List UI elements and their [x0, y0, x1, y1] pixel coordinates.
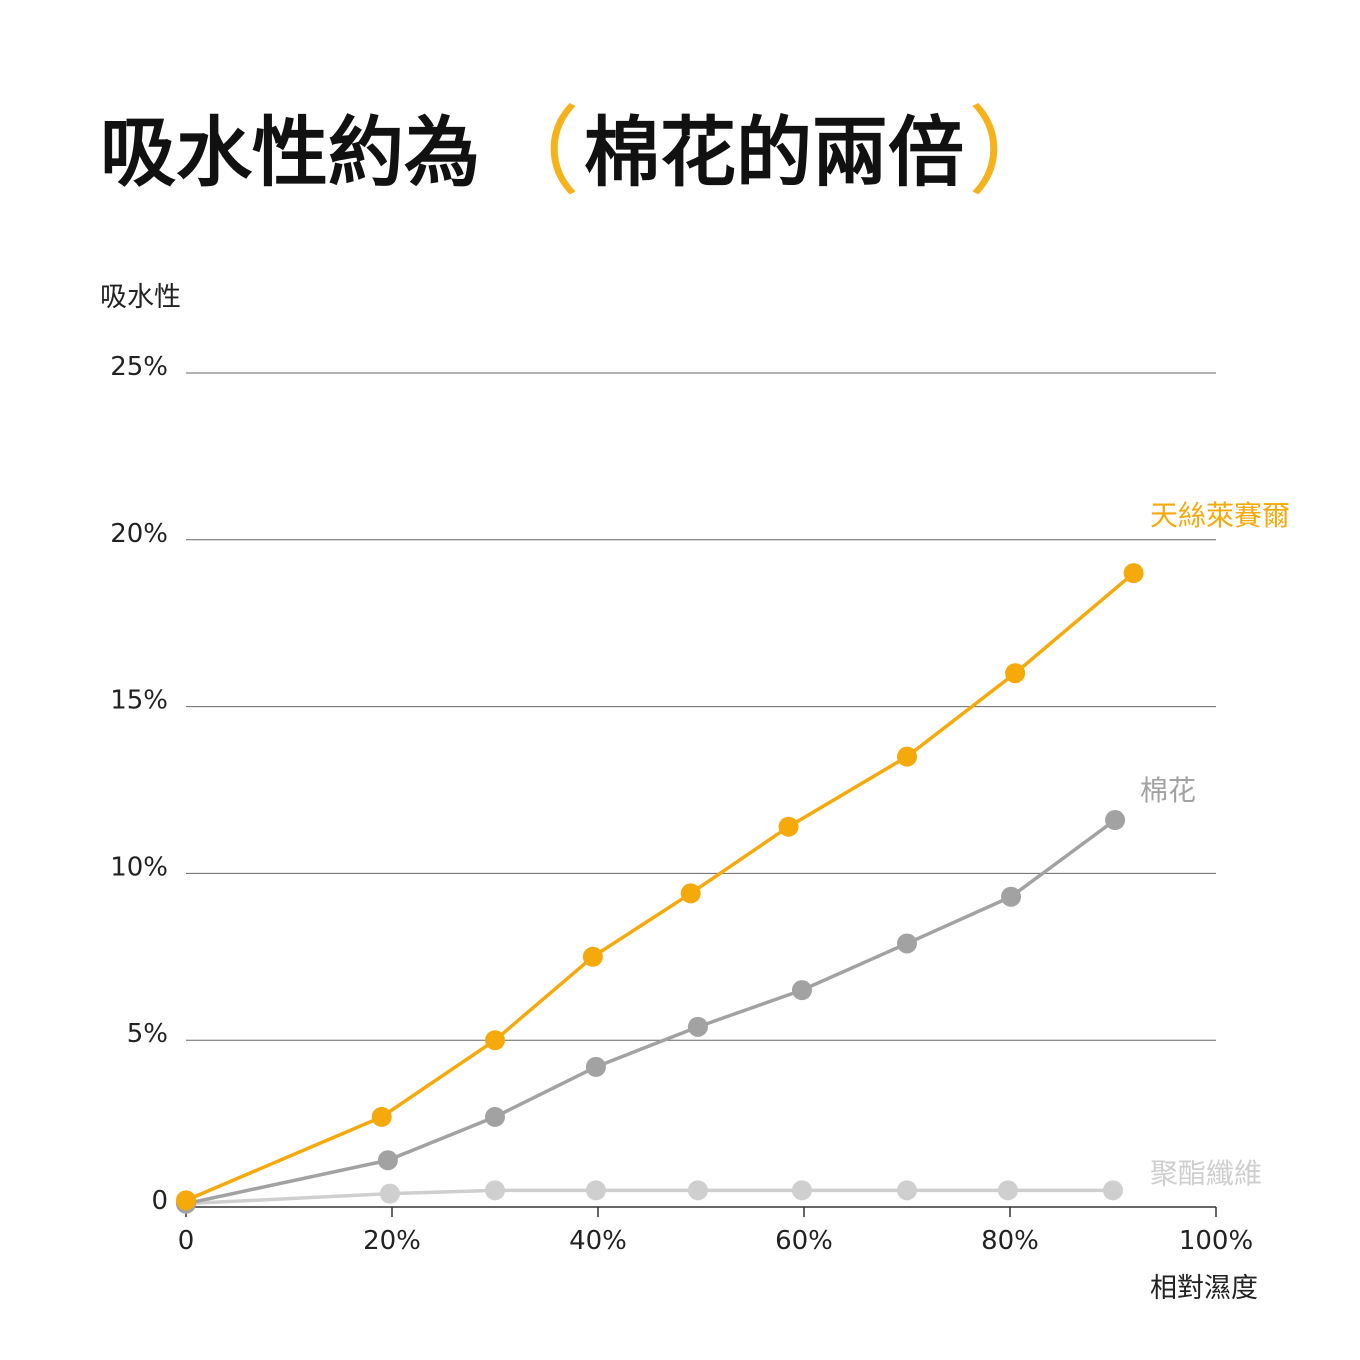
y-ticks: 0 5% 10% 15% 20% 25%	[110, 352, 168, 1216]
x-tick-label: 0	[178, 1226, 195, 1256]
data-point	[585, 1056, 606, 1077]
data-point	[1105, 810, 1126, 831]
y-tick-label: 15%	[110, 686, 168, 716]
data-point	[897, 933, 917, 954]
data-point	[585, 1180, 606, 1201]
data-point	[778, 816, 799, 837]
data-point	[1103, 1180, 1123, 1201]
data-point	[897, 1180, 917, 1201]
title-paren-open: （	[484, 96, 580, 208]
x-tick-label: 20%	[363, 1226, 421, 1256]
data-point	[377, 1150, 398, 1171]
data-point	[582, 946, 603, 967]
data-point	[897, 746, 917, 767]
series-line	[185, 1188, 1113, 1206]
series-label: 天絲萊賽爾	[1150, 499, 1290, 532]
data-point	[485, 1106, 505, 1127]
y-tick-label: 20%	[110, 519, 168, 549]
y-tick-label: 0	[151, 1186, 168, 1216]
series-group: 聚酯纖維 棉花 天絲萊賽爾	[176, 499, 1290, 1214]
data-point	[371, 1106, 392, 1127]
data-point	[687, 1180, 708, 1201]
x-tick-label: 40%	[569, 1226, 627, 1256]
data-point	[176, 1190, 196, 1211]
data-point	[485, 1180, 505, 1201]
x-tick-label: 80%	[981, 1226, 1039, 1256]
series-0: 天絲萊賽爾	[176, 499, 1290, 1211]
x-tick-label: 60%	[775, 1226, 833, 1256]
data-point	[791, 980, 812, 1001]
gridlines	[186, 372, 1216, 1208]
y-axis-label: 吸水性	[100, 282, 181, 313]
data-point	[379, 1183, 400, 1204]
chart-title: 吸水性約為 （ 棉花的兩倍 ）	[100, 95, 1068, 210]
title-paren-close: ）	[968, 96, 1064, 208]
series-line	[185, 571, 1135, 1202]
series-1: 棉花	[176, 774, 1196, 1214]
x-ticks: 0 20% 40% 60% 80% 100%	[178, 1207, 1253, 1256]
y-tick-label: 25%	[110, 352, 168, 382]
data-point	[485, 1030, 505, 1051]
y-tick-label: 5%	[127, 1019, 168, 1049]
series-2: 聚酯纖維	[176, 1157, 1262, 1214]
data-point	[1123, 563, 1144, 584]
data-point	[687, 1016, 708, 1037]
series-label: 聚酯纖維	[1150, 1157, 1262, 1190]
x-tick-label: 100%	[1179, 1226, 1253, 1256]
x-axis-label: 相對濕度	[1150, 1273, 1258, 1304]
data-point	[1005, 663, 1026, 684]
y-tick-label: 10%	[110, 852, 168, 882]
data-point	[997, 1180, 1018, 1201]
title-prefix: 吸水性約為	[100, 108, 480, 197]
data-point	[791, 1180, 812, 1201]
series-label: 棉花	[1140, 774, 1196, 807]
data-point	[1001, 886, 1022, 907]
series-line	[185, 818, 1117, 1206]
data-point	[680, 883, 701, 904]
title-highlight: 棉花的兩倍	[584, 108, 964, 197]
